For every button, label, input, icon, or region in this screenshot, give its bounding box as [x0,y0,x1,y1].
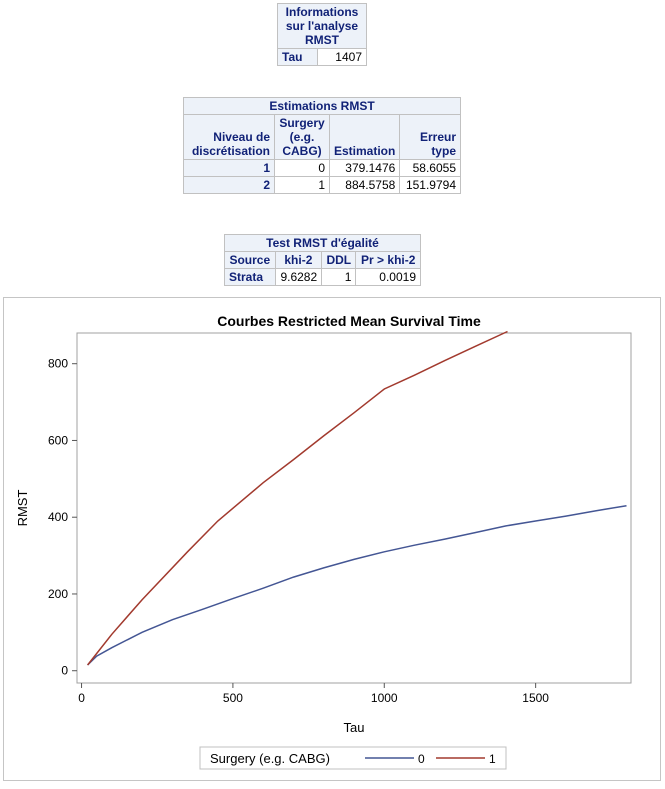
series-line-1 [87,330,508,666]
table-row: 2 1 884.5758 151.9794 [183,176,461,194]
pvalue-cell: 0.0019 [355,268,421,286]
column-header-df: DDL [321,251,357,269]
estimation-cell: 379.1476 [328,159,401,177]
analysis-info-table: Informations sur l'analyse RMST Tau 1407 [276,3,367,66]
column-header-stderr: Erreur type [399,114,461,160]
rmst-chart-svg: Courbes Restricted Mean Survival Time 0 5… [15,313,632,770]
table-row: Tau 1407 [276,48,367,66]
df-cell: 1 [321,268,357,286]
x-tick-label: 0 [78,691,85,705]
x-tick-label: 1500 [522,691,549,705]
x-tick-label: 500 [223,691,243,705]
stderr-cell: 58.6055 [399,159,461,177]
legend-title: Surgery (e.g. CABG) [210,751,330,766]
legend-label-series-1: 1 [489,752,496,766]
chisq-cell: 9.6282 [274,268,323,286]
table-row: 1 0 379.1476 58.6055 [183,159,461,177]
source-cell: Strata [224,268,276,286]
x-axis-label: Tau [344,720,365,735]
analysis-info-caption: Informations sur l'analyse RMST [277,3,367,49]
y-tick-label: 800 [48,357,68,371]
column-header-source: Source [224,251,276,269]
chart-title: Courbes Restricted Mean Survival Time [217,313,481,329]
tau-label: Tau [276,48,319,66]
series-layer [87,330,627,666]
estimation-cell: 884.5758 [328,176,401,194]
level-cell: 1 [183,159,275,177]
equality-test-caption: Test RMST d'égalité [224,234,421,252]
axes: 0 500 1000 1500 0 200 400 600 800 [48,357,549,705]
series-line-0 [87,504,627,666]
y-tick-label: 600 [48,433,68,447]
column-header-pvalue: Pr > khi-2 [355,251,421,269]
y-tick-label: 200 [48,587,68,601]
level-cell: 2 [183,176,275,194]
surgery-cell: 0 [274,159,330,177]
rmst-estimates-caption: Estimations RMST [183,97,461,115]
rmst-chart: Courbes Restricted Mean Survival Time 0 5… [3,297,661,781]
column-header-surgery: Surgery (e.g. CABG) [274,114,330,160]
legend: Surgery (e.g. CABG) 0 1 [199,746,507,770]
legend-label-series-0: 0 [418,752,425,766]
x-tick-label: 1000 [371,691,398,705]
stderr-cell: 151.9794 [399,176,461,194]
y-axis-label: RMST [15,490,30,527]
legend-box [199,746,507,770]
rmst-estimates-table: Estimations RMST Niveau de discrétisatio… [183,97,461,194]
tau-value: 1407 [317,48,367,66]
plot-area [76,332,632,684]
column-header-chisq: khi-2 [274,251,323,269]
column-header-estimation: Estimation [328,114,401,160]
column-header-level: Niveau de discrétisation [183,114,275,160]
rmst-equality-test-table: Test RMST d'égalité Source khi-2 DDL Pr … [224,234,421,286]
y-tick-label: 0 [61,664,68,678]
y-tick-label: 400 [48,510,68,524]
surgery-cell: 1 [274,176,330,194]
table-row: Strata 9.6282 1 0.0019 [224,268,421,286]
